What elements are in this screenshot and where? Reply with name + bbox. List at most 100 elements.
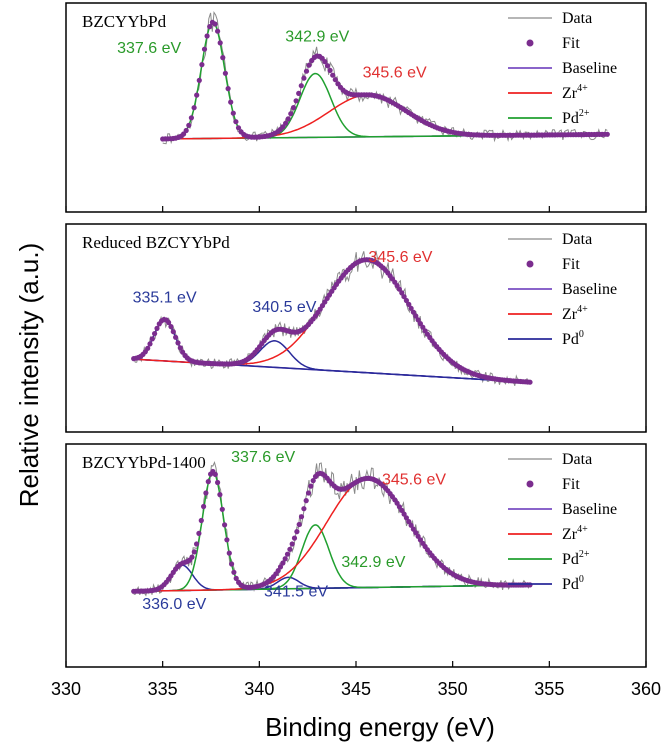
panel-2: Reduced BZCYYbPd 335.1 eV 340.5 eV 345.6 eV… <box>65 223 647 433</box>
fit-point <box>327 67 333 73</box>
fit-point <box>177 345 183 351</box>
x-tick-label: 340 <box>244 679 274 699</box>
legend-item: Data <box>508 10 592 27</box>
fit-point <box>408 522 414 528</box>
peak-label: 345.6 eV <box>368 249 432 266</box>
component-pd2plus-1 <box>162 72 608 140</box>
fit-point <box>296 521 302 528</box>
fit-point <box>322 59 328 65</box>
legend-label: Fit <box>562 35 580 52</box>
legend-item: Pd0 <box>508 329 584 348</box>
legend-item: Baseline <box>508 281 617 298</box>
plot-area <box>131 250 533 386</box>
x-tick-label: 335 <box>148 679 178 699</box>
fit-point <box>324 63 331 69</box>
peak-label: 342.9 eV <box>285 28 349 45</box>
legend-item: Pd0 <box>508 574 584 593</box>
peak-label: 341.5 eV <box>264 583 328 600</box>
fit-point <box>296 90 302 96</box>
fit-point <box>191 105 197 111</box>
legend: Data Fit Baseline Zr4+ Pd2+ <box>508 10 617 127</box>
legend-label: Baseline <box>562 60 617 77</box>
fit-point <box>287 546 293 552</box>
fit-point <box>201 503 207 510</box>
fit-point <box>224 537 230 543</box>
panel-title: Reduced BZCYYbPd <box>82 233 230 252</box>
fit-point <box>285 116 291 122</box>
fit-point <box>415 317 421 323</box>
fit-series <box>131 257 533 385</box>
legend-label: Fit <box>562 256 580 273</box>
fit-point <box>145 345 151 351</box>
fit-point <box>170 329 176 335</box>
fit-point <box>308 483 314 489</box>
fit-point <box>230 110 236 116</box>
fit-point <box>191 549 197 555</box>
fit-point <box>284 551 291 557</box>
legend-label: Zr4+ <box>562 304 588 323</box>
fit-point <box>188 115 194 121</box>
legend-marker <box>526 260 534 268</box>
fit-point <box>194 541 200 547</box>
legend-label: Pd0 <box>562 329 584 348</box>
fit-point <box>291 535 298 541</box>
peak-label: 345.6 eV <box>363 64 427 81</box>
fit-point <box>168 324 174 330</box>
legend-item: Baseline <box>508 501 617 518</box>
legend-item: Baseline <box>508 60 617 77</box>
fit-point <box>233 575 239 582</box>
plot-area <box>160 11 610 145</box>
legend-item: Pd2+ <box>508 108 590 127</box>
panel-title: BZCYYbPd-1400 <box>82 453 206 472</box>
fit-point <box>301 75 307 81</box>
fit-point <box>290 105 297 111</box>
fit-point <box>604 131 610 137</box>
fit-point <box>282 556 288 562</box>
fit-point <box>207 24 213 30</box>
fit-point <box>288 111 294 117</box>
peak-label: 345.6 eV <box>382 472 446 489</box>
fit-point <box>215 28 221 34</box>
y-axis-title: Relative intensity (a.u.) <box>14 243 44 507</box>
legend-label: Pd2+ <box>562 108 590 127</box>
fit-point <box>175 340 181 346</box>
fit-point <box>173 334 179 340</box>
fit-point <box>166 319 172 326</box>
fit-series <box>160 19 610 142</box>
fit-point <box>332 77 338 83</box>
fit-point <box>403 297 409 304</box>
fit-point <box>527 379 533 385</box>
fit-point <box>283 120 289 126</box>
legend-label: Baseline <box>562 281 617 298</box>
fit-point <box>183 127 189 134</box>
x-tick-label: 350 <box>438 679 468 699</box>
fit-point <box>217 40 223 46</box>
fit-point <box>396 286 402 292</box>
legend-label: Fit <box>562 476 580 493</box>
fit-point <box>201 46 208 52</box>
legend-label: Baseline <box>562 501 617 518</box>
fit-point <box>231 569 237 575</box>
fit-point <box>401 511 407 517</box>
x-tick-label: 345 <box>341 679 371 699</box>
panel-1: BZCYYbPd 337.6 eV 342.9 eV 345.6 eV Data Fit B… <box>65 2 647 213</box>
fit-point <box>310 478 316 484</box>
peak-label: 340.5 eV <box>252 299 316 316</box>
fit-point <box>408 305 414 311</box>
legend-item: Data <box>508 231 592 248</box>
fit-point <box>413 313 419 319</box>
x-axis-title: Binding energy (eV) <box>265 712 495 742</box>
fit-point <box>196 530 202 537</box>
fit-point <box>406 301 412 307</box>
fit-point <box>219 506 225 512</box>
fit-point <box>229 561 235 567</box>
legend-label: Data <box>562 231 592 248</box>
x-tick-label: 330 <box>51 679 81 699</box>
fit-point <box>410 309 416 315</box>
fit-point <box>215 479 221 486</box>
fit-point <box>280 560 286 566</box>
fit-point <box>204 33 210 39</box>
fit-point <box>305 490 312 496</box>
fit-point <box>212 21 218 27</box>
